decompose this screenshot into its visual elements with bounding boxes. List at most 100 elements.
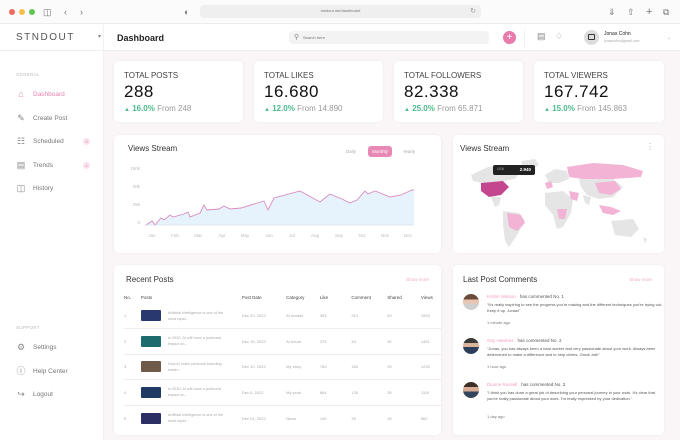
tooltip-value: 2.940 [519, 167, 531, 172]
collapse-sidebar-icon[interactable]: ▾ [98, 34, 102, 40]
map-tooltip: USA 2.940 [493, 165, 535, 175]
cell-post: In 2030, AI will have a profound impact … [140, 328, 242, 355]
commenter-name[interactable]: Guy Hawkins [487, 338, 514, 343]
post-thumbnail[interactable] [140, 386, 161, 398]
cell-category: My story [286, 354, 320, 380]
divider [524, 29, 525, 47]
logo[interactable]: STNDOUT [16, 32, 75, 43]
y-tick: 25k [132, 202, 140, 207]
sidebar-toggle-icon[interactable]: ◫ [43, 7, 52, 17]
avatar[interactable] [584, 30, 599, 45]
cell-no: 4 [124, 379, 141, 406]
sidebar-item-help-center[interactable]: ⓘ Help Center [16, 366, 96, 378]
browser-toolbar: ◫ ‹ › ◐ stndout.me/dashboard ↻ ⇓ ⇧ + ⧉ [0, 0, 680, 24]
trend-up-icon: ▲ [124, 107, 130, 113]
comment-action: has commented No. 1 [519, 294, 564, 299]
stat-value: 167.742 [544, 82, 609, 101]
x-tick: Nov [380, 233, 389, 238]
y-tick: 150k [130, 166, 140, 171]
share-icon[interactable]: ⇧ [627, 7, 635, 17]
toggle-daily[interactable]: Daily [345, 149, 356, 154]
post-excerpt[interactable]: In 2030, AI will have a profound impact … [167, 387, 221, 398]
cell-shared: 25 [387, 379, 421, 406]
cell-shared: 28 [387, 415, 392, 421]
views-area-chart[interactable] [144, 175, 434, 227]
create-button[interactable]: + [503, 31, 516, 44]
column-header: Shared [387, 294, 402, 300]
post-thumbnail[interactable] [140, 361, 161, 373]
back-icon[interactable]: ‹ [64, 7, 67, 17]
toggle-yearly[interactable]: Yearly [402, 149, 416, 154]
world-map[interactable] [463, 157, 658, 249]
more-options-icon[interactable]: ⋮ [646, 142, 654, 151]
messages-icon[interactable]: ▤ [537, 31, 546, 41]
avatar[interactable] [463, 294, 479, 310]
chart-title: Views Stream [128, 144, 178, 153]
section-label-support: SUPPORT [16, 325, 40, 330]
sidebar-item-history[interactable]: ◫ History [16, 183, 96, 195]
table-row[interactable]: 1 Artificial Intelligence is one of the … [124, 303, 442, 329]
cell-comment: 35 [351, 415, 356, 421]
sidebar-item-trends[interactable]: ▤ Trends 1 [16, 160, 96, 172]
column-header: Comment [351, 294, 371, 300]
table-row[interactable]: 2 In 2030, AI will have a profound impac… [124, 328, 442, 355]
app-header: STNDOUT ▾ Dashboard ⚲ + ▤ ♢ Jonas Cohn j… [0, 25, 680, 51]
address-bar[interactable]: stndout.me/dashboard ↻ [200, 5, 481, 18]
show-more-link[interactable]: Show more [406, 277, 429, 282]
cell-date: Dec 10, 2022 [241, 354, 287, 380]
stat-label: TOTAL VIEWERS [544, 71, 608, 80]
cell-no: 3 [124, 354, 141, 380]
minimize-window-button[interactable] [19, 9, 25, 15]
last-post-comments-card: Last Post Comments Show more Kristin Wat… [453, 265, 664, 435]
toggle-monthly[interactable]: Monthly [368, 146, 392, 157]
main-content: TOTAL POSTS 288 ▲ 16.0% From 248 TOTAL L… [104, 51, 680, 440]
commenter-name[interactable]: Kristin Watson [487, 294, 516, 299]
post-thumbnail[interactable] [140, 310, 161, 321]
chevron-down-icon[interactable]: ⌄ [667, 35, 672, 41]
sidebar-item-logout[interactable]: ↪ Logout [16, 389, 96, 401]
avatar[interactable] [463, 338, 479, 354]
sidebar-item-dashboard[interactable]: ⌂ Dashboard [16, 89, 96, 101]
commenter-name[interactable]: Dianne Russell [487, 382, 518, 387]
views-map-card: Views Stream ⋮ [453, 135, 664, 253]
comment-text: "It's really inspiring to see the progre… [487, 302, 663, 313]
sidebar-item-settings[interactable]: ⚙ Settings [16, 342, 96, 354]
search-input[interactable] [303, 33, 483, 42]
cell-like: 149 [319, 415, 327, 421]
user-name: Jonas Cohn [604, 31, 631, 37]
avatar[interactable] [463, 382, 479, 398]
forward-icon[interactable]: › [80, 7, 83, 17]
table-header-row: No. Posts Post Date Category Like Commen… [124, 291, 442, 303]
table-row[interactable]: 3 How AI make personal branding easier..… [124, 354, 442, 380]
post-excerpt[interactable]: In 2030, AI will have a profound impact … [167, 336, 221, 347]
cell-post: How AI make personal branding easier... [140, 354, 242, 380]
cell-like: 664 [319, 379, 352, 406]
download-icon[interactable]: ⇓ [608, 7, 616, 17]
comment-action: has commented No. 3 [521, 382, 566, 387]
maximize-window-button[interactable] [29, 9, 35, 15]
table-row[interactable]: 4 In 2030, AI will have a profound impac… [124, 379, 442, 406]
reload-icon[interactable]: ↻ [470, 8, 476, 15]
x-tick: Dec [403, 233, 412, 238]
sidebar-item-create-post[interactable]: ✎ Create Post [16, 113, 96, 125]
cell-like: 783 [319, 354, 352, 380]
show-more-link[interactable]: Show more [629, 277, 652, 282]
x-tick: Sep [334, 233, 343, 238]
search-box[interactable]: ⚲ [289, 31, 489, 44]
close-window-button[interactable] [9, 9, 15, 15]
bell-icon[interactable]: ♢ [555, 31, 564, 41]
post-thumbnail[interactable] [140, 335, 161, 347]
post-excerpt[interactable]: How AI make personal branding easier... [167, 361, 222, 372]
table-row[interactable]: 5 Artificial Intelligence is one of the … [124, 405, 442, 431]
cell-post: Artificial Intelligence is one of the mo… [140, 405, 242, 431]
post-excerpt[interactable]: Artificial Intelligence is one of the mo… [167, 310, 224, 321]
post-thumbnail[interactable] [140, 412, 161, 424]
sidebar-item-scheduled[interactable]: ☷ Scheduled 3 [16, 136, 96, 148]
calendar-clock-icon: ☷ [16, 136, 26, 146]
column-header: Views [420, 294, 433, 300]
post-excerpt[interactable]: Artificial Intelligence is one of the mo… [167, 413, 224, 423]
tabs-overview-icon[interactable]: ⧉ [663, 7, 670, 17]
cell-category: AI future [286, 328, 320, 355]
new-tab-icon[interactable]: + [646, 6, 653, 18]
privacy-shield-icon[interactable]: ◐ [184, 7, 190, 17]
